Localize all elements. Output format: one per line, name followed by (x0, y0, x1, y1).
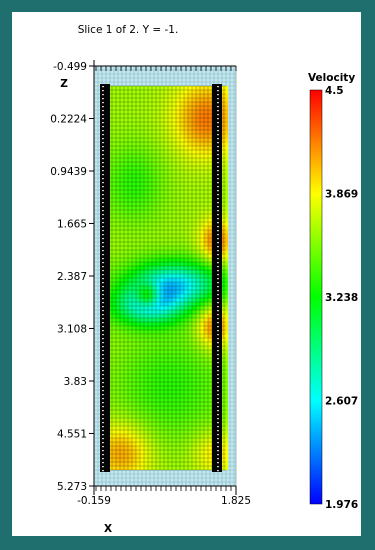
colorbar-tick-label: 1.976 (325, 499, 358, 511)
y-tick-label: 0.2224 (50, 113, 87, 125)
x-tick-label: 1.825 (221, 495, 251, 507)
y-axis: -0.499 0.2224 0.9439 1.665 2.387 3.108 3.83 4.5… (50, 61, 95, 493)
y-tick-label: 1.665 (57, 218, 87, 230)
colorbar-tick-label: 3.869 (325, 189, 358, 201)
z-axis-label: Z (60, 78, 68, 90)
y-tick-label: -0.499 (53, 61, 87, 73)
colorbar-title: Velocity (308, 72, 355, 84)
x-axis-label: X (104, 523, 112, 535)
plot-frame: Slice 1 of 2. Y = -1. -0.499 0.2224 0.9439… (12, 12, 361, 536)
y-tick-label: 2.387 (57, 271, 87, 283)
x-axis: -0.159 1.825 (77, 60, 251, 507)
colorbar-tick-label: 3.238 (325, 292, 358, 304)
y-tick-label: 4.551 (57, 428, 87, 440)
y-tick-label: 3.83 (64, 376, 87, 388)
y-tick-label: 0.9439 (50, 166, 87, 178)
chart-title: Slice 1 of 2. Y = -1. (78, 24, 179, 36)
velocity-slice-plot: Slice 1 of 2. Y = -1. -0.499 0.2224 0.9439… (50, 24, 358, 535)
colorbar-tick-label: 4.5 (325, 85, 344, 97)
velocity-field (107, 85, 228, 471)
colorbar-ticks: 4.5 3.869 3.238 2.607 1.976 (325, 85, 358, 511)
y-tick-label: 5.273 (57, 481, 87, 493)
colorbar (309, 89, 323, 505)
colorbar-tick-label: 2.607 (325, 396, 358, 408)
x-tick-label: -0.159 (77, 495, 111, 507)
y-tick-label: 3.108 (57, 323, 87, 335)
